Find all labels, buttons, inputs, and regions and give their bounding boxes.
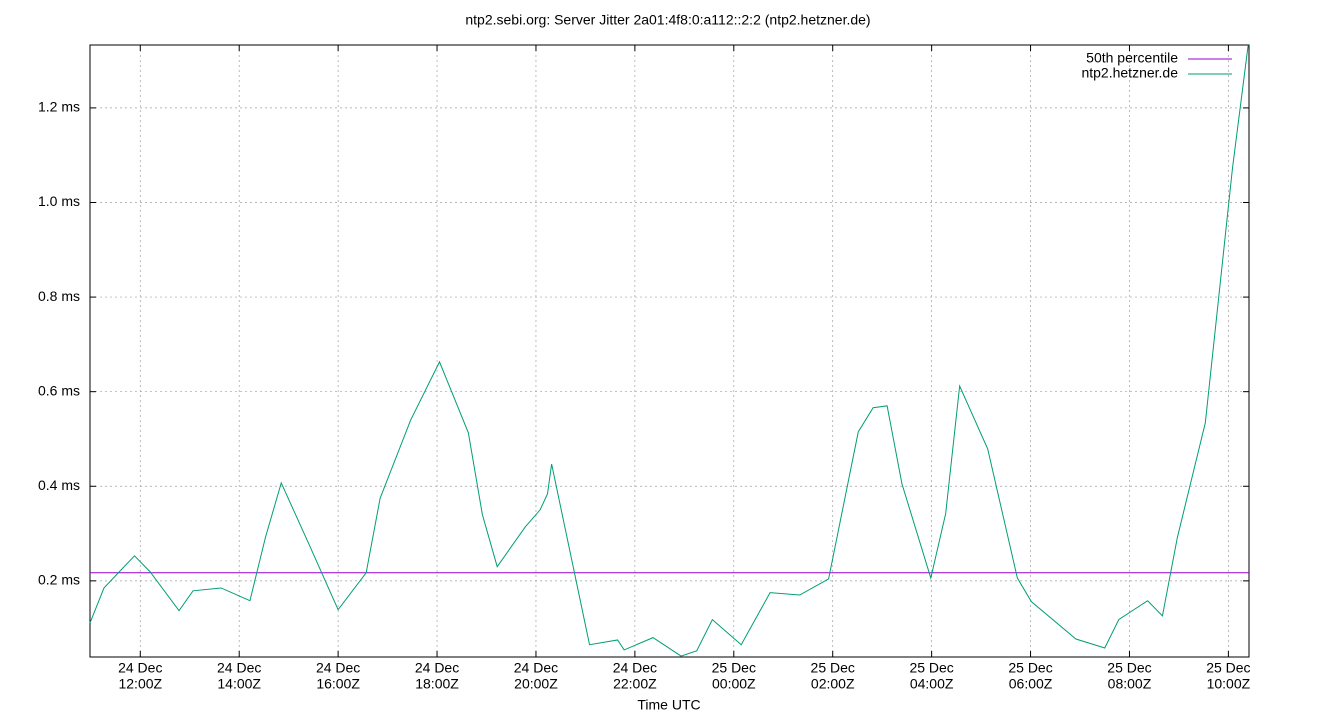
x-tick-date: 25 Dec	[712, 660, 756, 676]
series-line	[89, 44, 1249, 657]
x-axis-label: Time UTC	[637, 697, 700, 713]
y-tick-label: 1.0 ms	[38, 193, 80, 209]
x-tick-date: 24 Dec	[118, 660, 162, 676]
y-tick-label: 0.8 ms	[38, 288, 80, 304]
x-tick-time: 06:00Z	[1009, 676, 1053, 692]
y-tick-label: 0.6 ms	[38, 382, 80, 398]
x-tick-date: 24 Dec	[217, 660, 261, 676]
x-tick-date: 24 Dec	[613, 660, 657, 676]
x-tick-date: 24 Dec	[316, 660, 360, 676]
x-tick-date: 24 Dec	[415, 660, 459, 676]
x-tick-time: 04:00Z	[910, 676, 954, 692]
x-tick-date: 25 Dec	[1206, 660, 1250, 676]
chart-title: ntp2.sebi.org: Server Jitter 2a01:4f8:0:…	[465, 12, 870, 28]
legend-label: ntp2.hetzner.de	[1081, 65, 1178, 81]
plot-frame	[89, 44, 1250, 658]
x-tick-date: 25 Dec	[909, 660, 953, 676]
x-tick-date: 24 Dec	[514, 660, 558, 676]
x-tick-time: 18:00Z	[415, 676, 459, 692]
x-tick-time: 20:00Z	[514, 676, 558, 692]
x-tick-time: 12:00Z	[118, 676, 162, 692]
x-tick-date: 25 Dec	[1107, 660, 1151, 676]
legend-label: 50th percentile	[1086, 50, 1178, 66]
y-tick-label: 1.2 ms	[38, 99, 80, 115]
x-tick-time: 14:00Z	[217, 676, 261, 692]
x-tick-date: 25 Dec	[1008, 660, 1052, 676]
y-tick-label: 0.2 ms	[38, 572, 80, 588]
x-tick-time: 08:00Z	[1108, 676, 1152, 692]
x-tick-time: 00:00Z	[712, 676, 756, 692]
x-tick-date: 25 Dec	[811, 660, 855, 676]
x-tick-time: 22:00Z	[613, 676, 657, 692]
y-tick-label: 0.4 ms	[38, 477, 80, 493]
x-tick-time: 10:00Z	[1207, 676, 1251, 692]
x-tick-time: 16:00Z	[316, 676, 360, 692]
x-tick-time: 02:00Z	[811, 676, 855, 692]
